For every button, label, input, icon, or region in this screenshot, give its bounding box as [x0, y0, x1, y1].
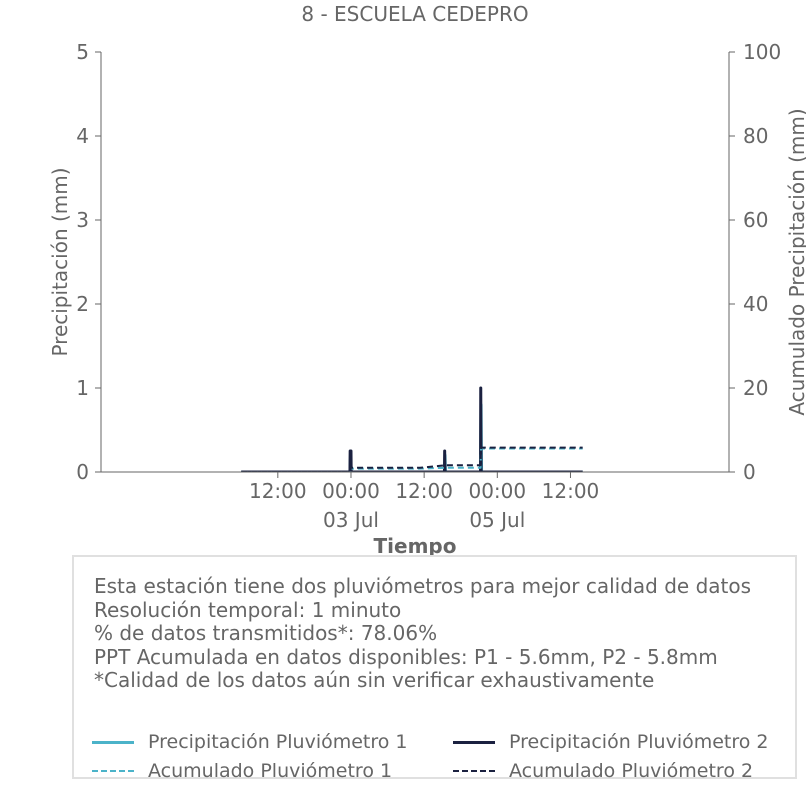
legend-label-p1: Precipitación Pluviómetro 1 — [148, 731, 408, 753]
legend-swatch-acc1 — [92, 770, 134, 772]
y2-tick-label: 80 — [743, 124, 768, 148]
legend-label-acc2: Acumulado Pluviómetro 2 — [509, 760, 754, 782]
y-tick-label: 3 — [76, 208, 89, 232]
x-tick-sublabel: 05 Jul — [469, 508, 525, 532]
y-axis-label: Precipitación (mm) — [48, 167, 72, 356]
info-line-transmitted: % de datos transmitidos*: 78.06% — [94, 621, 438, 646]
legend-swatch-p2 — [453, 741, 495, 744]
x-axis-label: Tiempo — [374, 534, 457, 558]
y2-axis-label: Acumulado Precipitación (mm) — [785, 108, 806, 415]
legend-label-acc1: Acumulado Pluviómetro 1 — [148, 760, 393, 782]
series-line-precip-p2 — [241, 386, 583, 472]
x-tick-label: 00:00 — [322, 479, 380, 503]
y2-tick-label: 40 — [743, 292, 768, 316]
y-tick-label: 2 — [76, 292, 89, 316]
x-tick-label: 12:00 — [542, 479, 600, 503]
info-line-stations: Esta estación tiene dos pluviómetros par… — [94, 574, 752, 598]
y-tick-label: 5 — [76, 40, 89, 64]
x-tick-label: 00:00 — [468, 479, 526, 503]
y2-tick-label: 20 — [743, 376, 768, 400]
y2-tick-label: 60 — [743, 208, 768, 232]
x-tick-label: 12:00 — [249, 479, 307, 503]
y2-tick-label: 100 — [743, 40, 781, 64]
legend-swatch-p1 — [92, 741, 134, 744]
y2-tick-label: 0 — [743, 460, 756, 484]
y-tick-label: 1 — [76, 376, 89, 400]
y-tick-label: 4 — [76, 124, 89, 148]
info-line-resolution: Resolución temporal: 1 minuto — [94, 597, 402, 622]
legend-label-p2: Precipitación Pluviómetro 2 — [509, 731, 769, 753]
x-tick-label: 12:00 — [395, 479, 453, 503]
legend-swatch-acc2 — [453, 770, 495, 772]
info-line-accumulated: PPT Acumulada en datos disponibles: P1 -… — [94, 644, 718, 669]
axes: 0 1 2 3 4 5 0 20 40 60 80 100 12:00 00:00 03 Jul 12:00 0… — [76, 40, 781, 532]
x-tick-sublabel: 03 Jul — [323, 508, 379, 532]
info-lines: Esta estación tiene dos pluviómetros par… — [94, 574, 752, 693]
info-box: Esta estación tiene dos pluviómetros par… — [72, 555, 797, 782]
info-line-quality: *Calidad de los datos aún sin verificar … — [94, 668, 655, 693]
chart-title: 8 - ESCUELA CEDEPRO — [301, 2, 528, 26]
series-line-acc-p2 — [241, 446, 583, 472]
series-line-precip-p1 — [241, 403, 583, 472]
y-tick-label: 0 — [76, 460, 89, 484]
plot-marks — [241, 386, 583, 472]
